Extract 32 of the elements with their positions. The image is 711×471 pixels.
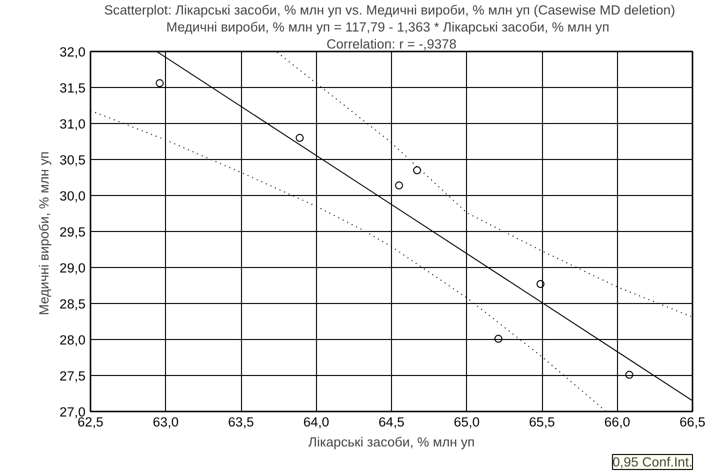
annotation: Correlation: r = -,9378 bbox=[326, 36, 457, 52]
point bbox=[395, 181, 404, 190]
y-tick-label: 32,0 bbox=[60, 44, 86, 60]
point bbox=[296, 134, 304, 142]
y-tick-label: 31,5 bbox=[60, 80, 86, 96]
x-tick-label: 64,5 bbox=[378, 414, 404, 430]
x-tick-label: 63,5 bbox=[228, 414, 254, 430]
x-tick-label: 63,0 bbox=[152, 414, 179, 430]
x-tick-label: 65,5 bbox=[529, 414, 555, 430]
point bbox=[156, 79, 164, 88]
y-tick-label: 31,0 bbox=[60, 116, 86, 132]
point bbox=[536, 280, 544, 288]
x-tick-label: 64,0 bbox=[303, 414, 330, 430]
y-tick-label: 28,5 bbox=[60, 296, 86, 312]
y-tick-label: 27,5 bbox=[60, 368, 86, 384]
x-tick-label: 66,5 bbox=[680, 414, 706, 430]
chart-title: Scatterplot: Лікарські засоби, % млн уп vs. Медичні вироби, % млн уп (Casewise MD deletion) bbox=[104, 2, 676, 18]
y-tick-label: 30,5 bbox=[60, 152, 86, 168]
y-tick-label: 30,0 bbox=[60, 188, 86, 204]
y-axis-title: Медичні вироби, % млн уп bbox=[36, 151, 52, 316]
y-tick-label: 29,0 bbox=[60, 260, 86, 276]
text: 0,95 Conf.Int. bbox=[612, 454, 693, 470]
chart-subtitle: Медичні вироби, % млн уп = 117,79 - 1,363 * Лікарські засоби, % млн уп bbox=[166, 20, 610, 34]
x-tick-label: 65,0 bbox=[454, 414, 480, 430]
y-tick-label: 28,0 bbox=[60, 332, 86, 348]
y-tick-label: 27,0 bbox=[60, 404, 86, 420]
x-axis-title: Лікарські засоби, % млн уп bbox=[308, 434, 475, 450]
point bbox=[413, 166, 422, 174]
point bbox=[625, 370, 634, 379]
x-tick-label: 66,0 bbox=[604, 414, 630, 430]
point bbox=[494, 334, 502, 343]
y-tick-label: 29,5 bbox=[60, 224, 86, 240]
